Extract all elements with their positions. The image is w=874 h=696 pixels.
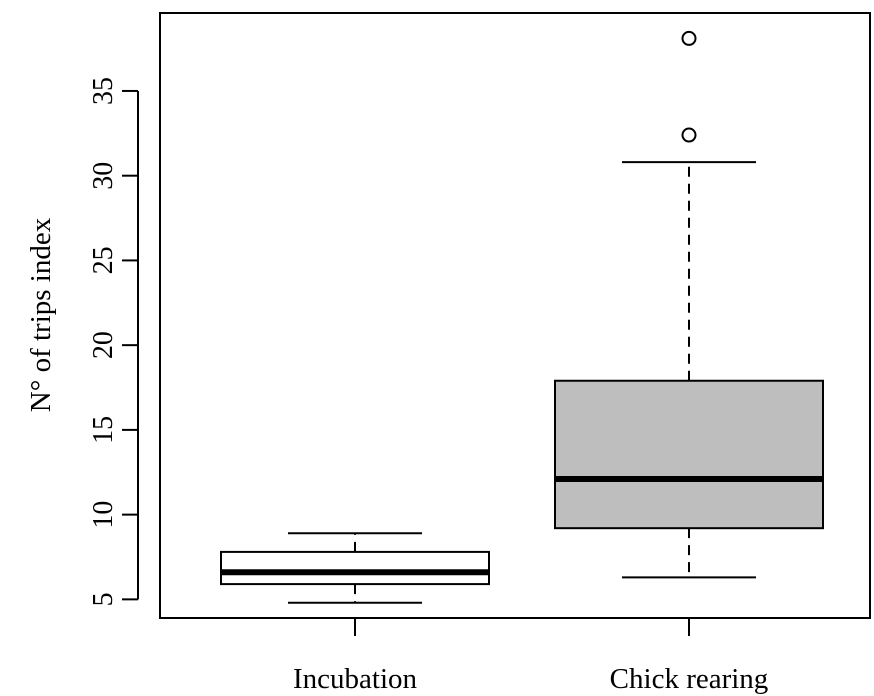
boxes xyxy=(220,30,824,604)
y-tick-label: 15 xyxy=(88,416,119,444)
y-tick-label: 35 xyxy=(88,77,119,105)
box-group xyxy=(554,30,824,579)
x-axis: Incubation Chick rearing xyxy=(293,618,768,695)
y-tick-label: 30 xyxy=(88,162,119,190)
y-axis: 5 10 15 20 25 30 35 xyxy=(88,77,139,606)
outlier-point xyxy=(681,30,697,46)
y-tick-label: 25 xyxy=(88,246,119,274)
y-tick-label: 20 xyxy=(88,331,119,359)
box-iqr xyxy=(554,379,824,530)
box-iqr xyxy=(220,550,490,586)
outlier-point xyxy=(681,127,697,143)
x-tick-label: Incubation xyxy=(293,663,418,695)
x-tick-label: Chick rearing xyxy=(610,663,769,695)
box-group xyxy=(220,532,490,604)
y-axis-title: N° of trips index xyxy=(25,217,57,412)
plot-frame xyxy=(159,12,871,619)
y-tick-label: 10 xyxy=(88,501,119,529)
y-tick-label: 5 xyxy=(88,592,119,606)
